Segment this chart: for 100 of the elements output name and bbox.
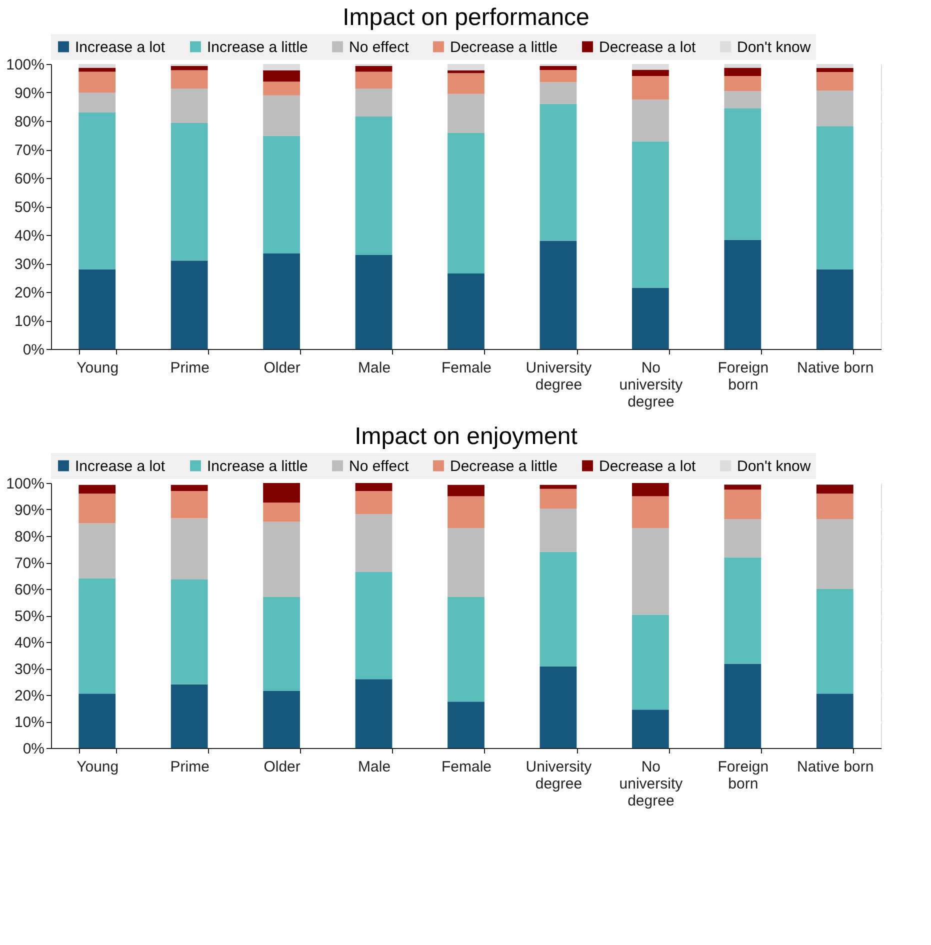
bar [816, 68, 854, 72]
bar [78, 112, 116, 270]
x-tick-label: Male [358, 758, 391, 776]
bar [540, 240, 577, 349]
bar [78, 64, 116, 68]
y-tick-label: 60% [14, 170, 44, 188]
x-tick-label: Female [441, 758, 492, 776]
bar [540, 552, 577, 666]
x-tick-label: No university degree [619, 758, 684, 810]
bar [632, 141, 669, 288]
legend-label: Increase a lot [75, 458, 166, 475]
legend-label: Don't know [737, 458, 811, 475]
bar [540, 508, 577, 552]
x-tick-label: Male [358, 360, 391, 376]
y-tick-label: 40% [14, 634, 44, 652]
bar [724, 490, 762, 520]
x-tick-label: Native born [797, 758, 874, 776]
bar [170, 66, 208, 70]
legend-label: Increase a lot [75, 38, 166, 56]
legend-label: Decrease a lot [599, 458, 697, 475]
bar [355, 490, 392, 514]
bar [724, 108, 762, 240]
bar [355, 679, 392, 748]
bar [632, 483, 669, 496]
bar [816, 90, 854, 126]
bar [448, 273, 484, 349]
legend-label: No effect [349, 38, 410, 56]
bar [78, 694, 116, 748]
legend-label: Decrease a lot [599, 38, 697, 56]
bar [816, 494, 854, 520]
bar [724, 91, 762, 108]
x-tick-label: Native born [797, 360, 874, 376]
y-tick-label: 20% [14, 688, 44, 704]
bar [170, 260, 208, 349]
x-tick-label: Prime [170, 758, 210, 776]
x-tick-label: Foreign born [718, 360, 769, 394]
bar [78, 578, 116, 694]
bar [816, 64, 854, 68]
x-tick-label: Prime [170, 360, 210, 376]
bar [724, 484, 762, 490]
bar [448, 484, 484, 496]
bar [448, 64, 484, 70]
bar [170, 88, 208, 123]
bar [632, 76, 669, 100]
bar [263, 136, 300, 254]
y-tick-label: 40% [14, 228, 44, 244]
y-tick-label: 80% [14, 114, 44, 130]
bar [355, 483, 392, 491]
x-tick-label: Female [441, 360, 492, 376]
legend-label: Don't know [737, 38, 811, 56]
bar [632, 614, 669, 710]
y-tick-label: 10% [14, 714, 44, 731]
bar [540, 488, 577, 508]
bar [78, 68, 116, 72]
bar [632, 64, 669, 70]
bar [263, 596, 300, 692]
x-tick-label: Foreign born [718, 758, 769, 792]
bar [170, 684, 208, 748]
y-tick-label: 90% [14, 85, 44, 102]
bar [632, 288, 669, 349]
bar [355, 88, 392, 116]
bar [816, 694, 854, 748]
y-tick-label: 50% [14, 199, 44, 216]
x-tick-label: University degree [526, 758, 592, 792]
bar [724, 519, 762, 558]
bar [78, 92, 116, 112]
bar [355, 514, 392, 572]
legend-label: Increase a little [207, 458, 308, 475]
bar [78, 494, 116, 524]
bar [170, 70, 208, 89]
x-tick-label: University degree [526, 360, 592, 394]
bar [540, 484, 577, 489]
bar [263, 64, 300, 70]
bar [540, 82, 577, 104]
bar [263, 254, 300, 349]
bar [632, 710, 669, 748]
y-tick-label: 70% [14, 142, 44, 159]
bar [724, 240, 762, 349]
legend-label: Increase a little [207, 38, 308, 56]
bar [724, 664, 762, 748]
bar [448, 596, 484, 702]
x-tick-label: Young [76, 360, 119, 376]
legend-label: No effect [349, 458, 410, 475]
bar [355, 72, 392, 89]
bar [355, 116, 392, 255]
bar [355, 254, 392, 349]
bar [724, 68, 762, 76]
bar [263, 691, 300, 748]
y-tick-label: 80% [14, 528, 44, 546]
bar [540, 70, 577, 82]
bar [263, 95, 300, 136]
bar [263, 502, 300, 522]
x-tick-label: No university degree [619, 360, 684, 410]
bar [816, 72, 854, 91]
x-tick-label: Older [264, 758, 300, 776]
bar [355, 66, 392, 72]
bar [724, 557, 762, 664]
bar [816, 589, 854, 694]
bar [78, 484, 116, 494]
y-tick-label: 60% [14, 582, 44, 598]
